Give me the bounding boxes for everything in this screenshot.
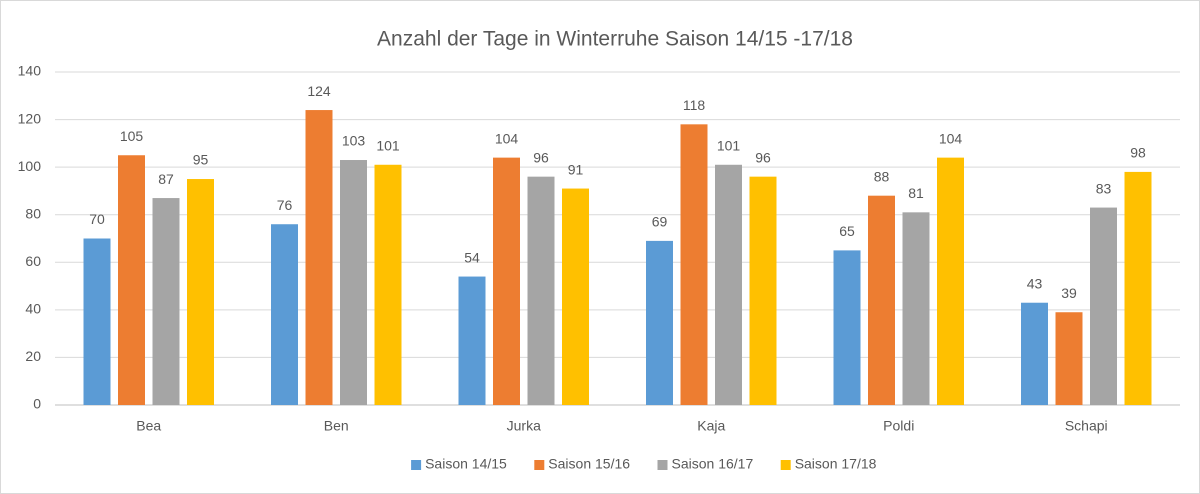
legend-swatch: [411, 460, 422, 470]
data-label: 96: [755, 149, 771, 165]
bar: [1090, 207, 1117, 405]
bar: [374, 164, 402, 405]
data-label: 70: [89, 211, 105, 227]
y-tick-label: 60: [25, 253, 41, 269]
legend-swatch: [780, 460, 791, 470]
data-label: 91: [568, 161, 584, 177]
legend-label: Saison 16/17: [672, 456, 754, 472]
bar: [749, 176, 777, 405]
bar: [458, 276, 486, 405]
data-label: 105: [120, 128, 144, 144]
data-label: 65: [839, 223, 855, 239]
legend-swatch: [657, 460, 668, 470]
x-tick-label: Poldi: [883, 418, 914, 434]
bar: [271, 224, 298, 405]
x-tick-label: Kaja: [697, 418, 725, 434]
x-tick-label: Jurka: [507, 418, 541, 434]
bar: [83, 238, 111, 405]
bar: [1055, 312, 1083, 405]
bar: [868, 195, 895, 405]
data-label: 101: [717, 137, 741, 153]
y-tick-label: 20: [25, 348, 41, 364]
legend-label: Saison 17/18: [795, 456, 877, 472]
y-tick-label: 0: [33, 396, 41, 412]
y-tick-label: 140: [18, 63, 42, 79]
data-label: 76: [277, 197, 293, 213]
data-label: 96: [533, 149, 549, 165]
bar: [680, 124, 708, 405]
bar: [1124, 171, 1152, 405]
data-label: 101: [376, 137, 400, 153]
legend-label: Saison 14/15: [425, 456, 507, 472]
data-label: 39: [1061, 285, 1077, 301]
data-label: 95: [193, 152, 209, 168]
data-label: 69: [652, 214, 668, 230]
data-label: 88: [874, 168, 890, 184]
legend-swatch: [534, 460, 545, 470]
data-label: 43: [1027, 275, 1043, 291]
data-label: 118: [683, 97, 706, 113]
bar: [902, 212, 930, 405]
bar: [646, 240, 673, 405]
bar: [493, 157, 520, 405]
data-label: 103: [342, 133, 366, 149]
x-tick-label: Bea: [136, 418, 161, 434]
y-tick-label: 120: [18, 110, 42, 126]
data-label: 81: [908, 185, 924, 201]
bar: [527, 176, 555, 405]
bar: [340, 160, 367, 405]
data-label: 104: [939, 130, 963, 146]
data-label: 83: [1096, 180, 1112, 196]
bar: [305, 110, 333, 406]
bar: [937, 157, 964, 405]
data-label: 124: [307, 83, 331, 99]
x-tick-label: Ben: [324, 418, 349, 434]
data-label: 104: [495, 130, 519, 146]
bar: [833, 250, 861, 405]
bar: [118, 155, 145, 405]
legend-label: Saison 15/16: [548, 456, 630, 472]
x-tick-label: Schapi: [1065, 418, 1108, 434]
y-tick-label: 100: [18, 158, 42, 174]
bar: [715, 164, 742, 405]
data-label: 54: [464, 249, 480, 265]
bar: [187, 179, 214, 405]
bar: [1021, 302, 1048, 405]
data-label: 98: [1130, 145, 1146, 161]
chart-title: Anzahl der Tage in Winterruhe Saison 14/…: [377, 28, 853, 51]
data-label: 87: [158, 171, 174, 187]
y-tick-label: 40: [25, 301, 41, 317]
bar: [562, 188, 589, 405]
y-tick-label: 80: [25, 205, 41, 221]
bar: [152, 198, 180, 405]
